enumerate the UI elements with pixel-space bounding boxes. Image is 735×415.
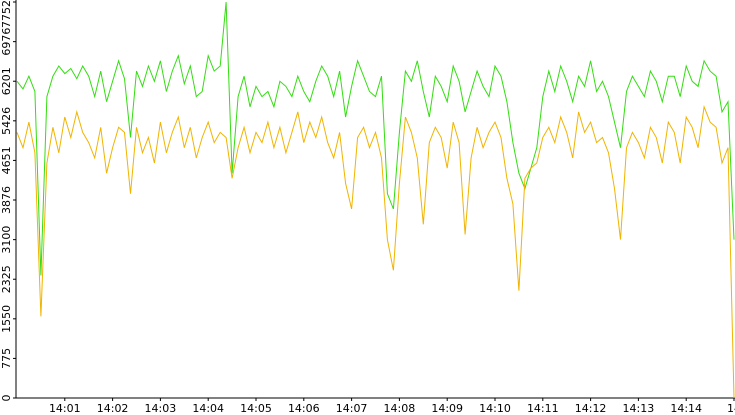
x-tick-label: 14:01 (49, 402, 81, 415)
x-tick-label: 14:12 (575, 402, 607, 415)
x-tick-label: 14:02 (97, 402, 129, 415)
y-tick-label: 6201 (0, 67, 13, 95)
data-line (16, 104, 735, 399)
x-tick-label: 14:11 (527, 402, 559, 415)
y-tick-label: 3876 (0, 186, 13, 214)
x-tick-label: 14:08 (384, 402, 416, 415)
y-tick-label: 2325 (0, 265, 13, 293)
x-tick-label: 14:04 (192, 402, 224, 415)
x-tick-label: 14:07 (336, 402, 368, 415)
y-tick-label: 3100 (0, 226, 13, 254)
x-tick-label: 14:09 (431, 402, 463, 415)
y-tick-label: 7752 (0, 0, 13, 28)
x-tick-label: 14:13 (623, 402, 655, 415)
y-tick-label: 6976 (0, 28, 13, 56)
data-line (16, 2, 735, 276)
x-tick-label: 14 (727, 402, 735, 415)
y-tick-label: 775 (0, 348, 13, 369)
x-tick-label: 14:05 (240, 402, 272, 415)
x-tick-label: 14:06 (288, 402, 320, 415)
x-tick-label: 14:10 (479, 402, 511, 415)
x-tick-label: 14:03 (145, 402, 177, 415)
y-tick-label: 0 (0, 395, 13, 402)
y-tick-label: 4651 (0, 146, 13, 174)
y-tick-label: 1550 (0, 305, 13, 333)
y-tick-label: 5426 (0, 107, 13, 135)
x-tick-label: 14:14 (670, 402, 702, 415)
